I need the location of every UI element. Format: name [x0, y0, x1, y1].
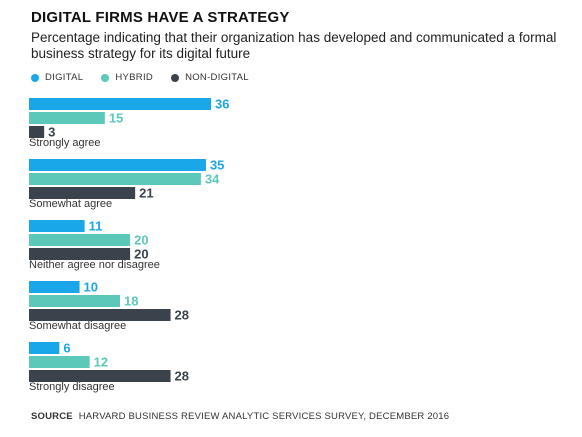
- value-label-hybrid-strongly-agree: 15: [109, 111, 123, 126]
- legend-item-hybrid: HYBRID: [101, 72, 153, 83]
- bar-hybrid-somewhat-disagree: [29, 295, 120, 307]
- value-label-non-digital-strongly-agree: 3: [48, 125, 55, 140]
- chart-title: DIGITAL FIRMS HAVE A STRATEGY: [31, 9, 290, 26]
- legend-item-non-digital: NON-DIGITAL: [171, 72, 249, 83]
- value-label-non-digital-strongly-disagree: 28: [175, 369, 189, 384]
- category-label-somewhat-disagree: Somewhat disagree: [29, 320, 126, 332]
- value-label-hybrid-strongly-disagree: 12: [94, 355, 108, 370]
- value-label-digital-strongly-disagree: 6: [63, 341, 70, 356]
- category-label-strongly-disagree: Strongly disagree: [29, 381, 115, 393]
- value-label-digital-strongly-agree: 36: [215, 97, 229, 112]
- value-label-non-digital-somewhat-agree: 21: [139, 186, 153, 201]
- bar-digital-strongly-agree: [29, 98, 211, 110]
- source-note: SOURCE HARVARD BUSINESS REVIEW ANALYTIC …: [31, 411, 449, 422]
- category-label-strongly-agree: Strongly agree: [29, 137, 101, 149]
- chart-subtitle: Percentage indicating that their organiz…: [31, 30, 557, 61]
- bar-non-digital-strongly-agree: [29, 126, 45, 138]
- legend-swatch-digital: [31, 73, 39, 82]
- bar-digital-neither-agree-nor-disagree: [29, 220, 85, 232]
- value-label-hybrid-neither-agree-nor-disagree: 20: [134, 233, 148, 248]
- value-label-hybrid-somewhat-disagree: 18: [124, 294, 138, 309]
- bar-non-digital-neither-agree-nor-disagree: [29, 248, 131, 260]
- legend-label-non-digital: NON-DIGITAL: [185, 72, 249, 83]
- value-label-non-digital-neither-agree-nor-disagree: 20: [134, 247, 148, 262]
- bar-hybrid-neither-agree-nor-disagree: [29, 234, 131, 246]
- value-label-digital-somewhat-agree: 35: [210, 158, 224, 173]
- bar-hybrid-strongly-agree: [29, 112, 105, 124]
- value-label-digital-neither-agree-nor-disagree: 11: [89, 219, 103, 234]
- value-label-non-digital-somewhat-disagree: 28: [175, 308, 189, 323]
- source-label: SOURCE: [31, 411, 73, 422]
- bar-digital-strongly-disagree: [29, 342, 60, 354]
- category-label-somewhat-agree: Somewhat agree: [29, 198, 112, 210]
- source-text: HARVARD BUSINESS REVIEW ANALYTIC SERVICE…: [78, 411, 450, 422]
- bar-non-digital-somewhat-disagree: [29, 309, 171, 321]
- bar-non-digital-strongly-disagree: [29, 370, 171, 382]
- legend-label-hybrid: HYBRID: [115, 72, 154, 83]
- value-label-digital-somewhat-disagree: 10: [84, 280, 98, 295]
- bar-hybrid-somewhat-agree: [29, 173, 201, 185]
- chart-legend: DIGITAL HYBRID NON-DIGITAL: [31, 72, 249, 83]
- category-label-neither-agree-nor-disagree: Neither agree nor disagree: [29, 259, 160, 271]
- legend-item-digital: DIGITAL: [31, 72, 83, 83]
- bar-non-digital-somewhat-agree: [29, 187, 136, 199]
- bar-hybrid-strongly-disagree: [29, 356, 90, 368]
- legend-label-digital: DIGITAL: [45, 72, 84, 83]
- value-label-hybrid-somewhat-agree: 34: [205, 172, 220, 187]
- legend-swatch-non-digital: [171, 73, 180, 82]
- bar-digital-somewhat-agree: [29, 159, 206, 171]
- bar-digital-somewhat-disagree: [29, 281, 80, 293]
- legend-swatch-hybrid: [101, 73, 110, 82]
